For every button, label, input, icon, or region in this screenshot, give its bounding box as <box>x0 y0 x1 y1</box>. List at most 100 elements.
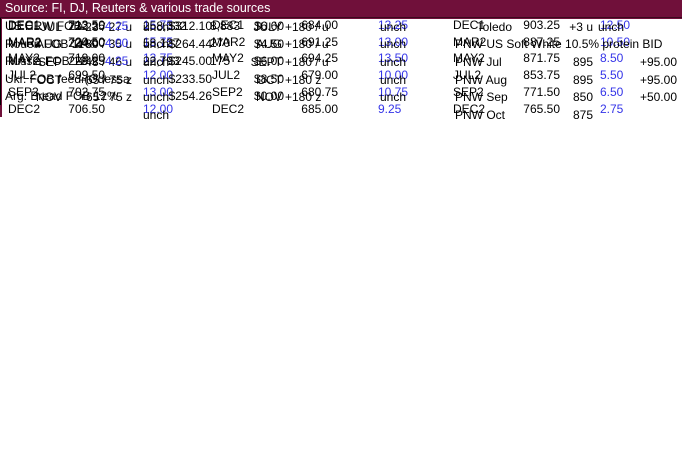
contract-month: MAY2 <box>212 51 244 66</box>
contract-month: SEP2 <box>8 84 39 99</box>
market-label: Ukr. FOB feed (Odessa) <box>5 71 130 86</box>
contract-month: SEP2 <box>212 84 243 99</box>
delivery-month: AUG <box>35 37 62 52</box>
table-row: SEP +43 / 46 u unch <box>0 53 200 71</box>
contract-month: SEP2 <box>453 84 484 99</box>
change-value: $4.50 <box>253 36 284 51</box>
pnw-label: PNW Aug <box>455 72 508 87</box>
price-value: 225.25 <box>68 53 105 68</box>
change-value: 15.75 <box>143 34 174 49</box>
bid-price: 895 <box>572 72 593 87</box>
delivery-month: OCT <box>256 72 282 87</box>
basis-status: unch <box>380 54 407 69</box>
table-row: Arg. Bread FOB 12% $254.26 $0.00 <box>0 88 309 106</box>
basis-status: unch <box>143 19 170 34</box>
change-value: +95.00 <box>639 72 677 87</box>
change-value: $6.00 <box>253 54 284 69</box>
price-value: $233.50 <box>168 71 212 86</box>
contract-month: MAR2 <box>8 36 42 51</box>
price-value: 680.75 <box>301 84 338 99</box>
delivery-month: NOV <box>35 90 62 105</box>
price-value: 679.00 <box>301 68 338 83</box>
oi-change: 8,883 <box>210 19 241 34</box>
change-value: 13.00 <box>143 84 174 99</box>
table-row: JULY +180 / u unch <box>208 18 418 36</box>
table-row: Russia FOB 12% $245.00 $6.00 <box>0 53 309 71</box>
contract-month: JUL2 <box>212 68 241 83</box>
table-row: DEC1 903.25 12.50 <box>434 17 682 34</box>
change-value: +95.00 <box>639 54 677 69</box>
settle-value: 771.50 <box>523 84 560 99</box>
price-value: 685.00 <box>301 101 338 116</box>
settle-value: 903.25 <box>523 18 560 33</box>
market-label: Russia FOB 12% <box>5 54 98 69</box>
change-value: 10.50 <box>600 34 631 49</box>
table-row: PNW Aug 895 +95.00 <box>440 71 682 89</box>
location-label: Toledo <box>476 19 512 34</box>
table-row: unch <box>0 106 200 124</box>
contract-month: DEC2 <box>212 101 245 116</box>
change-value: 2.75 <box>600 101 624 116</box>
contract-month: MAR2 <box>212 34 246 49</box>
price-value: 720.50 <box>68 34 105 49</box>
change-value: 4.25 <box>105 53 129 68</box>
contract-month: MAR2 <box>8 34 42 49</box>
price-value: $245.00 <box>168 54 212 69</box>
change-value: $8.50 <box>253 71 284 86</box>
price-value: 702.75 <box>68 84 105 99</box>
basis-value: +43 / 46 u <box>78 54 132 69</box>
market-label: Arg. Bread FOB 12% <box>5 89 118 104</box>
table-row: JUL2 699.50 12.00 <box>0 67 207 84</box>
basis-status: unch <box>380 72 407 87</box>
settle-value: 871.75 <box>523 51 560 66</box>
table-row: OCT +180 z unch <box>208 71 418 89</box>
basis-value: +180 z <box>285 72 322 87</box>
source-text: Source: FI, DJ, Reuters & various trade … <box>5 1 271 15</box>
table-row: DEC1 713.50 15.75 <box>0 17 207 34</box>
contract-month: DEC2 <box>8 101 41 116</box>
contract-month: DEC1 <box>8 19 41 34</box>
table-row: MAR2 224.00 4.00 58,127 270 <box>0 35 371 52</box>
table-row: SEP2 771.50 6.50 <box>434 84 682 101</box>
table-row: AUG +30 / 35 u unch <box>0 35 200 53</box>
basis-value: +180 / u <box>285 54 329 69</box>
price-value: 713.50 <box>68 18 105 33</box>
change-value: 9.25 <box>378 101 402 116</box>
change-value: 4.25 <box>105 19 129 34</box>
basis-status: unch <box>598 19 625 34</box>
basis-value: +3 u <box>569 19 593 34</box>
table-row: MAR2 720.50 15.75 <box>0 33 207 50</box>
pnw-label: PNW Sep <box>455 90 508 105</box>
settle-value: 887.25 <box>523 34 560 49</box>
table-row: AUG +180 / u unch <box>208 35 418 53</box>
table-row: MAY2 871.75 8.50 <box>434 50 682 67</box>
table-row: MAY2 719.00 13.75 <box>0 50 207 67</box>
contract-month: DEC1 <box>453 18 486 33</box>
price-value: 222.25 <box>68 19 105 34</box>
delivery-month: JULY <box>253 19 282 34</box>
change-value: +50.00 <box>639 90 677 105</box>
table-row: MAR2 887.25 10.50 <box>434 33 682 50</box>
source-footer: Source: FI, DJ, Reuters & various trade … <box>0 0 682 18</box>
pnw-label: PNW Jul <box>455 54 502 69</box>
price-value: 684.00 <box>301 18 338 33</box>
table-row: MAR2 691.25 13.00 <box>207 33 434 50</box>
price-value: $312.10 <box>168 19 212 34</box>
table-row: Toledo +3 u unch <box>440 18 682 36</box>
basis-status: unch <box>143 108 170 123</box>
table-row: Ukr. FOB feed (Odessa) $233.50 $8.50 <box>0 70 309 88</box>
price-value: 694.25 <box>301 51 338 66</box>
table-row: DEC2 706.50 12.00 <box>0 100 207 117</box>
table-row: PNW Jul 895 +95.00 <box>440 53 682 71</box>
table-row: Rouen FOB 11% $264.44 $4.50 <box>0 35 309 53</box>
gulf-hrw-column: Gulf HRW Wheat JULY +180 / u unch AUG +1… <box>208 0 418 106</box>
delivery-month: NOV <box>255 90 282 105</box>
delivery-month: SEPT <box>250 54 282 69</box>
contract-month: JUL2 <box>453 68 482 83</box>
change-value: 13.50 <box>378 51 409 66</box>
pnw-label: PNW Oct <box>455 108 505 123</box>
change-value: 13.75 <box>143 51 174 66</box>
change-value: 6.50 <box>600 84 624 99</box>
basis-status: unch <box>143 90 170 105</box>
change-value: 12.50 <box>600 18 631 33</box>
